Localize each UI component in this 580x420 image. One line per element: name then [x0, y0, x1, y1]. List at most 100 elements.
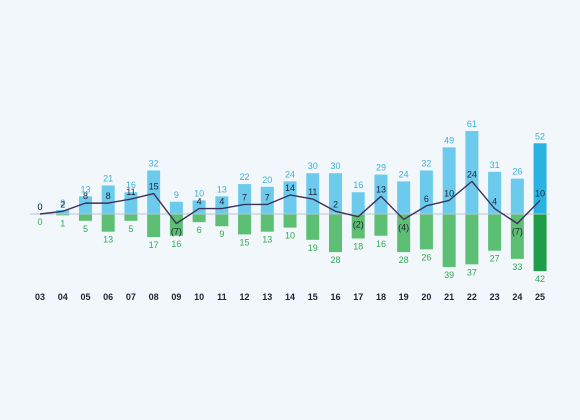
bar-negative — [215, 214, 229, 227]
x-tick-label: 22 — [467, 292, 477, 302]
data-label-positive: 24 — [399, 169, 409, 179]
x-tick-label: 04 — [58, 292, 68, 302]
data-label-negative: 26 — [421, 252, 431, 262]
bar-positive — [283, 181, 297, 214]
bar-positive — [169, 201, 183, 214]
x-tick-label: 25 — [535, 292, 545, 302]
data-label-positive: 9 — [174, 190, 179, 200]
data-label-negative: 6 — [197, 225, 202, 235]
data-label-positive: 49 — [444, 135, 454, 145]
data-label-net: 10 — [535, 188, 545, 198]
x-tick-label: 11 — [217, 292, 227, 302]
data-label-positive: 29 — [376, 163, 386, 173]
data-label-negative: 16 — [171, 239, 181, 249]
data-label-positive: 30 — [308, 161, 318, 171]
data-label-positive: 16 — [126, 180, 136, 190]
bar-negative — [260, 214, 274, 232]
x-tick-label: 15 — [308, 292, 318, 302]
x-tick-label: 08 — [149, 292, 159, 302]
x-tick-label: 24 — [512, 292, 522, 302]
bar-negative — [78, 214, 92, 221]
data-label-negative: 9 — [219, 229, 224, 239]
data-label-positive: 16 — [353, 180, 363, 190]
bar-negative — [465, 214, 479, 265]
data-label-net: 8 — [83, 191, 88, 201]
bar-positive — [397, 181, 411, 214]
x-tick-label: 19 — [399, 292, 409, 302]
data-label-net: 8 — [106, 191, 111, 201]
data-label-positive: 13 — [80, 184, 90, 194]
bar-positive — [419, 170, 433, 214]
x-tick-label: 09 — [171, 292, 181, 302]
x-tick-label: 05 — [80, 292, 90, 302]
data-label-net: (7) — [512, 227, 523, 237]
bar-negative — [374, 214, 388, 236]
data-label-net: 4 — [197, 197, 202, 207]
bar-negative — [283, 214, 297, 228]
data-label-positive: 0 — [37, 202, 42, 212]
data-label-positive: 3 — [60, 198, 65, 208]
data-label-net: 2 — [333, 199, 338, 209]
data-label-negative: 0 — [37, 217, 42, 227]
bar-positive — [147, 170, 161, 214]
data-label-net: 0 — [37, 202, 42, 212]
data-label-negative: 28 — [399, 255, 409, 265]
x-tick-label: 06 — [103, 292, 113, 302]
data-label-positive: 26 — [512, 167, 522, 177]
bar-negative — [101, 214, 115, 232]
data-label-positive: 13 — [217, 184, 227, 194]
data-label-negative: 5 — [128, 224, 133, 234]
x-tick-label: 17 — [353, 292, 363, 302]
bar-positive — [351, 192, 365, 214]
bar-negative — [56, 214, 70, 216]
bar-positive — [510, 178, 524, 214]
x-tick-label: 13 — [262, 292, 272, 302]
data-label-net: 13 — [376, 184, 386, 194]
bar-positive — [238, 184, 252, 214]
data-label-negative: 39 — [444, 270, 454, 280]
data-label-net: 2 — [60, 199, 65, 209]
data-label-net: 10 — [444, 188, 454, 198]
data-label-negative: 13 — [103, 235, 113, 245]
bar-negative — [147, 214, 161, 238]
bar-negative — [306, 214, 320, 240]
x-tick-label: 03 — [35, 292, 45, 302]
data-label-positive: 31 — [490, 160, 500, 170]
data-label-negative: 27 — [490, 254, 500, 264]
data-label-net: 7 — [242, 192, 247, 202]
data-label-positive: 32 — [149, 158, 159, 168]
data-label-negative: 5 — [83, 224, 88, 234]
data-label-positive: 52 — [535, 131, 545, 141]
data-label-net: (2) — [353, 220, 364, 230]
data-label-positive: 24 — [285, 169, 295, 179]
bar-positive — [215, 196, 229, 214]
x-tick-label: 12 — [240, 292, 250, 302]
data-label-positive: 32 — [421, 158, 431, 168]
data-label-net: 15 — [149, 182, 159, 192]
data-label-negative: 37 — [467, 267, 477, 277]
bar-negative — [192, 214, 206, 223]
data-label-positive: 21 — [103, 173, 113, 183]
bar-negative — [351, 214, 365, 239]
data-label-negative: 28 — [330, 255, 340, 265]
data-label-negative: 13 — [262, 235, 272, 245]
data-label-positive: 10 — [194, 188, 204, 198]
bar-positive — [465, 131, 479, 214]
bar-negative — [510, 214, 524, 259]
data-label-positive: 20 — [262, 175, 272, 185]
bar-positive — [306, 173, 320, 214]
bar-positive — [328, 173, 342, 214]
bar-positive — [442, 147, 456, 214]
bar-positive — [78, 196, 92, 214]
data-label-net: (4) — [398, 222, 409, 232]
x-tick-label: 10 — [194, 292, 204, 302]
bar-positive — [260, 186, 274, 214]
data-label-positive: 61 — [467, 119, 477, 129]
data-label-negative: 16 — [376, 239, 386, 249]
data-label-negative: 33 — [512, 262, 522, 272]
bar-negative — [442, 214, 456, 268]
data-label-negative: 17 — [149, 240, 159, 250]
bar-negative — [397, 214, 411, 253]
